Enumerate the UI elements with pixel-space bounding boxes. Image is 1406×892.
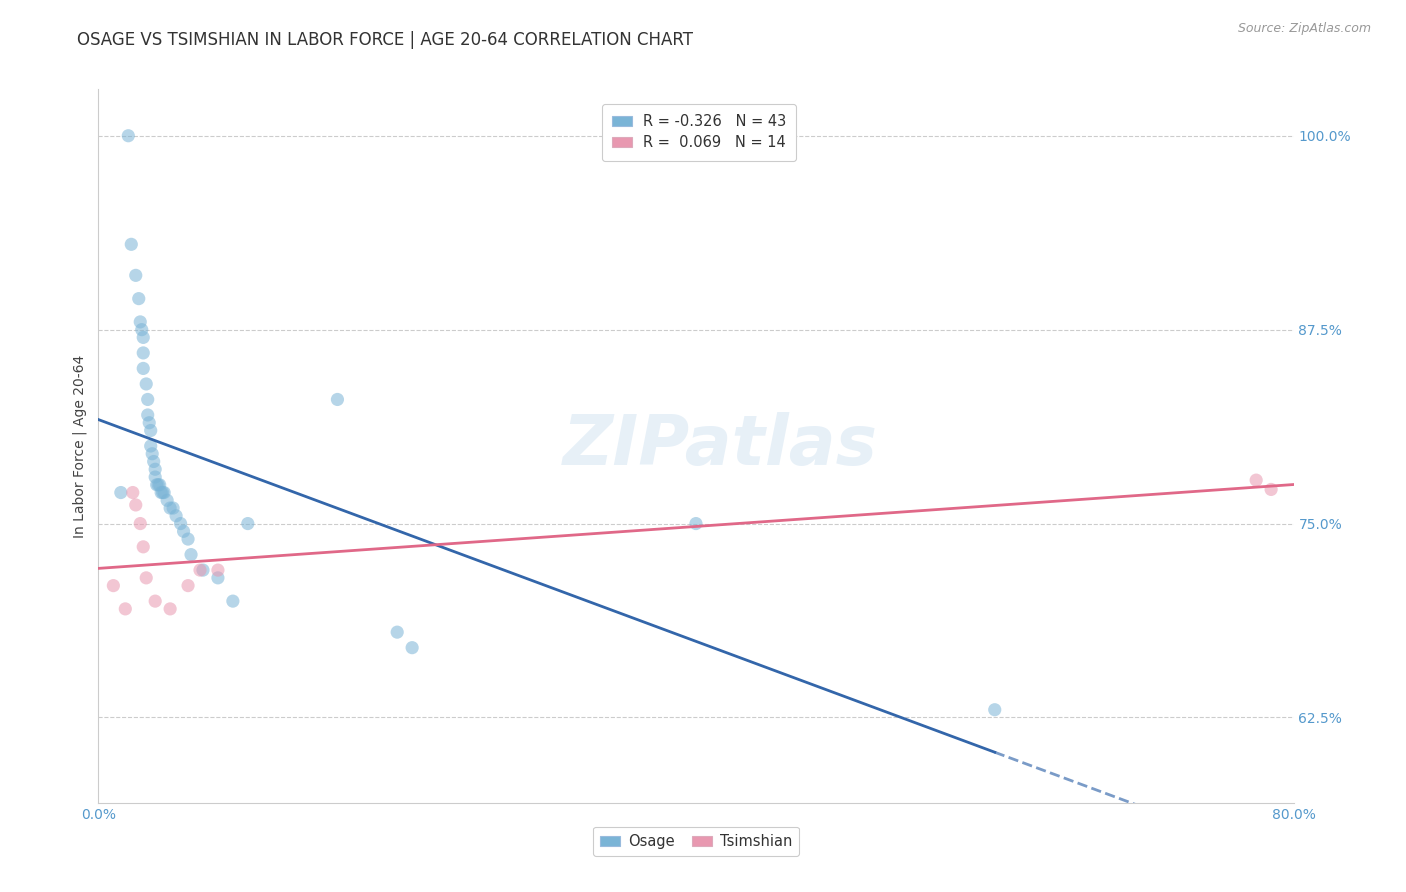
Point bbox=[159, 602, 181, 616]
Point bbox=[128, 292, 150, 306]
Point bbox=[132, 361, 155, 376]
Point bbox=[132, 330, 155, 344]
Point bbox=[125, 498, 148, 512]
Point bbox=[191, 563, 214, 577]
Point bbox=[188, 563, 211, 577]
Point bbox=[120, 237, 142, 252]
Point bbox=[180, 548, 202, 562]
Point bbox=[148, 477, 170, 491]
Point bbox=[143, 470, 166, 484]
Point bbox=[162, 501, 184, 516]
Point bbox=[159, 501, 181, 516]
Point bbox=[236, 516, 259, 531]
Point bbox=[165, 508, 187, 523]
Point bbox=[156, 493, 179, 508]
Point bbox=[152, 485, 174, 500]
Legend: Osage, Tsimshian: Osage, Tsimshian bbox=[593, 827, 799, 856]
Text: Source: ZipAtlas.com: Source: ZipAtlas.com bbox=[1237, 22, 1371, 36]
Point bbox=[129, 516, 152, 531]
Point bbox=[143, 594, 166, 608]
Point bbox=[326, 392, 349, 407]
Point bbox=[222, 594, 245, 608]
Point bbox=[131, 323, 153, 337]
Point bbox=[125, 268, 148, 283]
Point bbox=[207, 563, 229, 577]
Point bbox=[141, 447, 163, 461]
Point bbox=[1260, 483, 1282, 497]
Point bbox=[385, 625, 409, 640]
Point bbox=[135, 376, 157, 391]
Point bbox=[153, 485, 176, 500]
Point bbox=[177, 532, 200, 546]
Point bbox=[136, 392, 159, 407]
Point bbox=[139, 424, 162, 438]
Point bbox=[1244, 473, 1267, 487]
Point bbox=[169, 516, 191, 531]
Point bbox=[132, 346, 155, 360]
Point bbox=[114, 602, 136, 616]
Point bbox=[139, 439, 162, 453]
Point bbox=[143, 462, 166, 476]
Point bbox=[138, 416, 160, 430]
Point bbox=[136, 408, 159, 422]
Text: OSAGE VS TSIMSHIAN IN LABOR FORCE | AGE 20-64 CORRELATION CHART: OSAGE VS TSIMSHIAN IN LABOR FORCE | AGE … bbox=[77, 31, 693, 49]
Y-axis label: In Labor Force | Age 20-64: In Labor Force | Age 20-64 bbox=[73, 354, 87, 538]
Point bbox=[207, 571, 229, 585]
Point bbox=[135, 571, 157, 585]
Point bbox=[177, 579, 200, 593]
Point bbox=[984, 703, 1007, 717]
Point bbox=[121, 485, 143, 500]
Point bbox=[145, 477, 167, 491]
Point bbox=[142, 454, 165, 468]
Point bbox=[150, 485, 173, 500]
Point bbox=[132, 540, 155, 554]
Text: ZIPatlas: ZIPatlas bbox=[562, 412, 877, 480]
Point bbox=[173, 524, 195, 539]
Point bbox=[103, 579, 125, 593]
Point bbox=[117, 128, 139, 143]
Point bbox=[685, 516, 707, 531]
Point bbox=[110, 485, 132, 500]
Point bbox=[149, 477, 172, 491]
Point bbox=[129, 315, 152, 329]
Point bbox=[401, 640, 423, 655]
